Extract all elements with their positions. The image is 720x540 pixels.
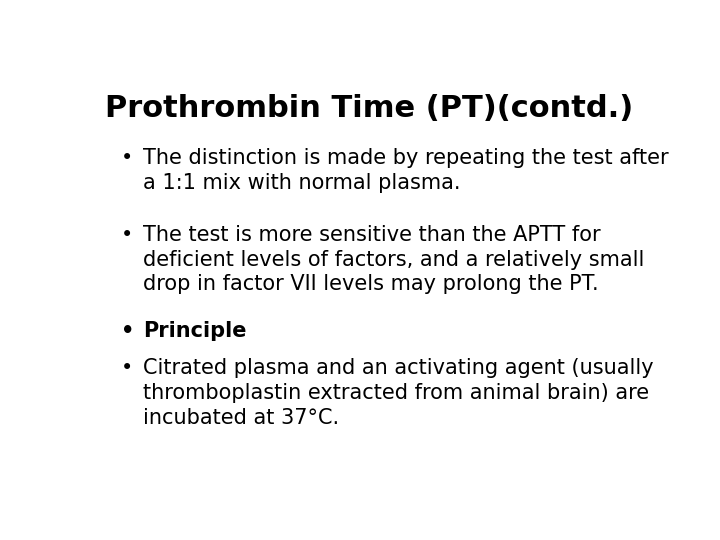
Text: Citrated plasma and an activating agent (usually
thromboplastin extracted from a: Citrated plasma and an activating agent … [143, 358, 654, 428]
Text: Principle: Principle [143, 321, 246, 341]
Text: •: • [121, 321, 134, 341]
Text: The distinction is made by repeating the test after
a 1:1 mix with normal plasma: The distinction is made by repeating the… [143, 148, 669, 193]
Text: The test is more sensitive than the APTT for
deficient levels of factors, and a : The test is more sensitive than the APTT… [143, 225, 644, 294]
Text: Prothrombin Time (PT)(contd.): Prothrombin Time (PT)(contd.) [105, 94, 633, 123]
Text: •: • [121, 225, 133, 245]
Text: •: • [121, 358, 133, 378]
Text: •: • [121, 148, 133, 168]
